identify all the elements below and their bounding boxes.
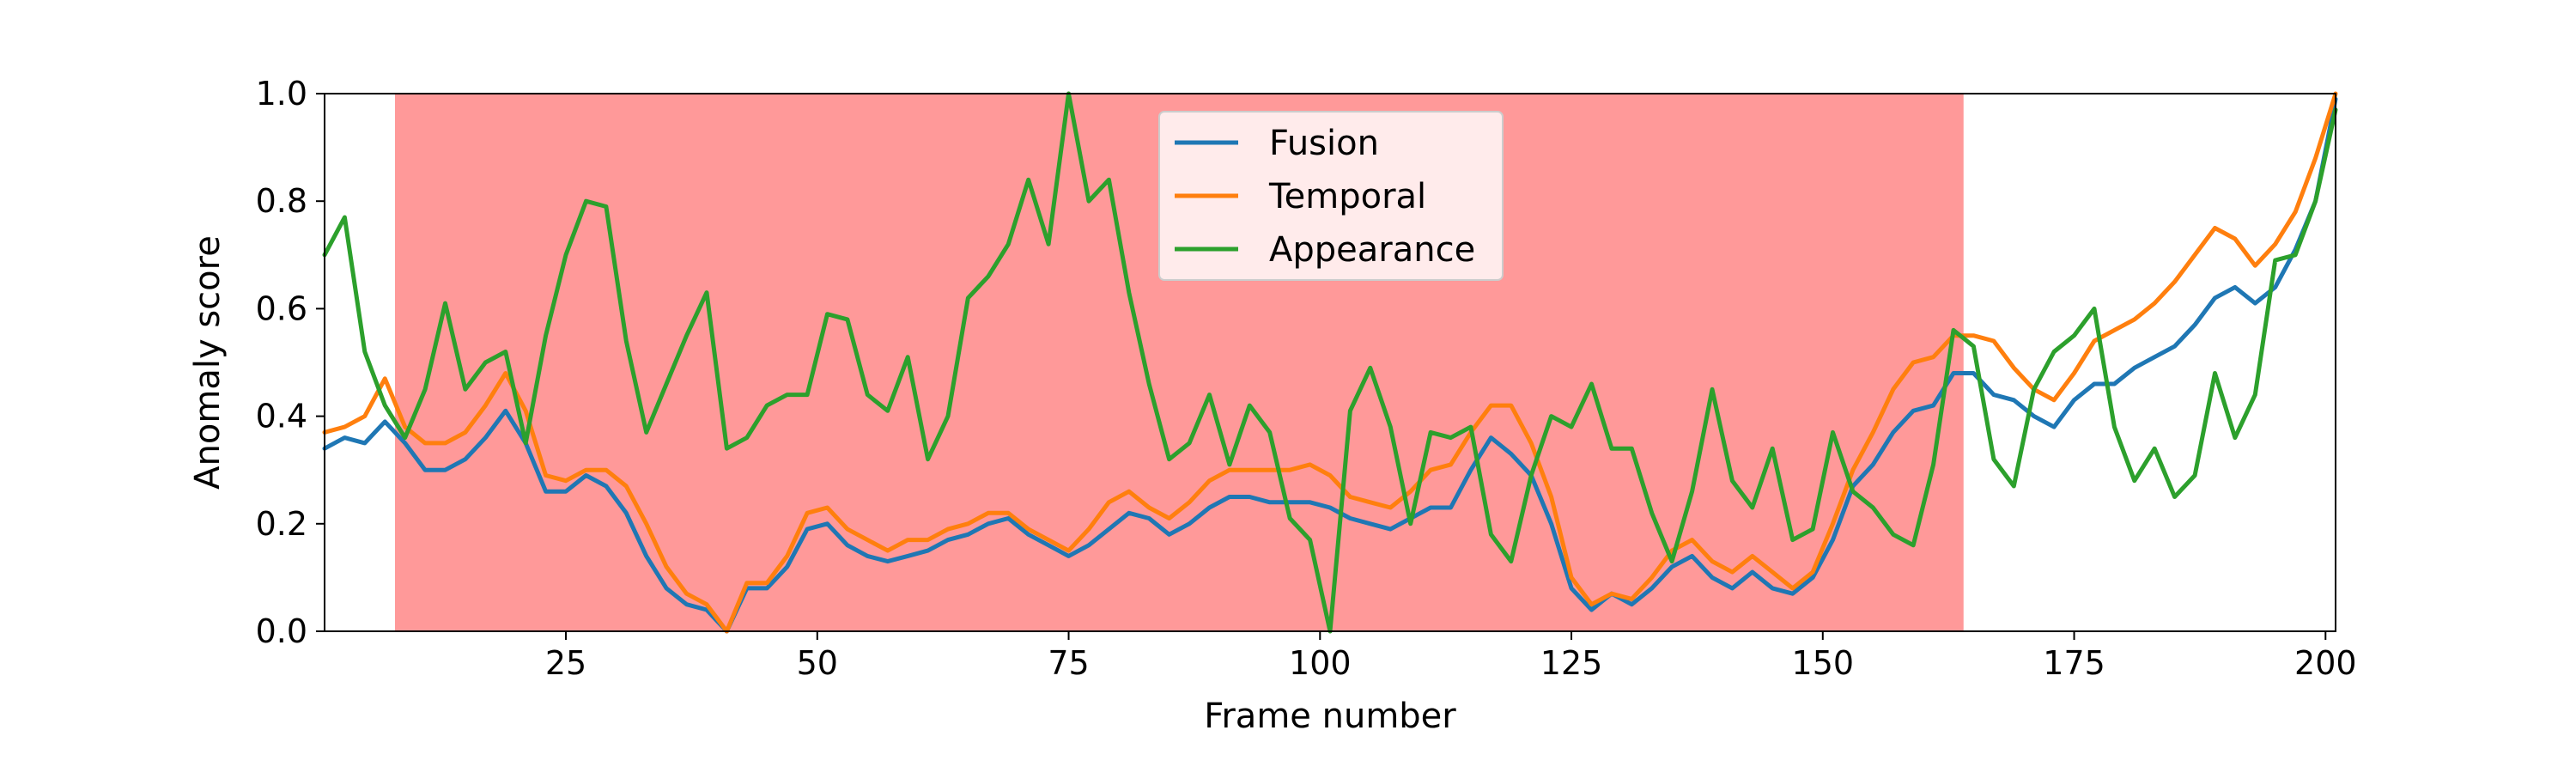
- y-tick-label: 0.6: [256, 289, 307, 327]
- y-tick-label: 1.0: [256, 75, 307, 113]
- x-tick-label: 200: [2294, 644, 2357, 682]
- plot-frame: [324, 93, 2336, 632]
- x-tick-label: 150: [1792, 644, 1855, 682]
- y-axis-label: Anomaly score: [188, 235, 228, 490]
- y-tick-label: 0.8: [256, 182, 307, 220]
- legend: Fusion Temporal Appearance: [1158, 111, 1504, 281]
- x-tick-label: 50: [797, 644, 838, 682]
- legend-label-temporal: Temporal: [1268, 177, 1426, 216]
- x-tick-label: 175: [2043, 644, 2105, 682]
- legend-label-appearance: Appearance: [1269, 230, 1475, 270]
- x-tick-label: 100: [1289, 644, 1352, 682]
- x-tick-label: 75: [1048, 644, 1089, 682]
- y-tick-label: 0.0: [256, 612, 307, 650]
- series-line-fusion: [322, 96, 2338, 634]
- x-tick-label: 125: [1540, 644, 1603, 682]
- x-tick-label: 25: [545, 644, 586, 682]
- y-axis: 0.0 0.2 0.4 0.6 0.8 1.0: [256, 75, 325, 650]
- legend-label-fusion: Fusion: [1269, 124, 1379, 163]
- series-line-temporal: [322, 91, 2338, 634]
- legend-box: [1158, 111, 1504, 281]
- x-axis: 25 50 75 100 125 150 175 200: [545, 631, 2357, 682]
- y-tick-label: 0.4: [256, 398, 307, 435]
- y-tick-label: 0.2: [256, 505, 307, 543]
- x-axis-label: Frame number: [1204, 697, 1456, 736]
